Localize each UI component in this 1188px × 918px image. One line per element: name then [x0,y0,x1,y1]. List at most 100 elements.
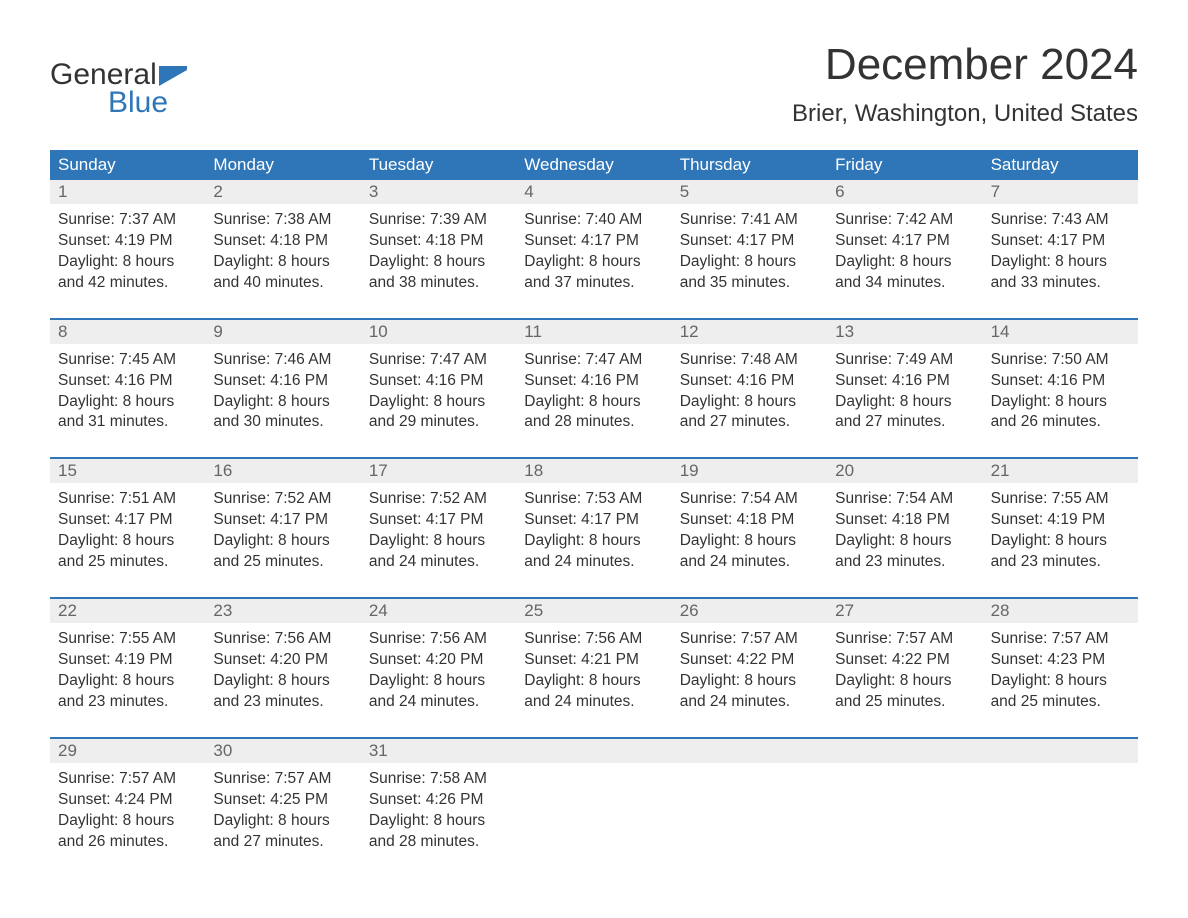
day-d2: and 38 minutes. [369,273,508,294]
day-d2: and 24 minutes. [369,552,508,573]
day-sunrise: Sunrise: 7:52 AM [213,489,352,510]
day-cell: Sunrise: 7:56 AMSunset: 4:20 PMDaylight:… [205,623,360,737]
day-cell: Sunrise: 7:45 AMSunset: 4:16 PMDaylight:… [50,344,205,458]
day-sunset: Sunset: 4:22 PM [835,650,974,671]
day-cell: Sunrise: 7:46 AMSunset: 4:16 PMDaylight:… [205,344,360,458]
day-sunset: Sunset: 4:17 PM [58,510,197,531]
day-sunset: Sunset: 4:22 PM [680,650,819,671]
day-d2: and 25 minutes. [991,692,1130,713]
day-sunset: Sunset: 4:16 PM [835,371,974,392]
day-sunset: Sunset: 4:20 PM [213,650,352,671]
day-cell [983,763,1138,877]
day-number: 25 [516,599,671,623]
week-row: Sunrise: 7:55 AMSunset: 4:19 PMDaylight:… [50,623,1138,737]
day-cell: Sunrise: 7:42 AMSunset: 4:17 PMDaylight:… [827,204,982,318]
day-sunset: Sunset: 4:25 PM [213,790,352,811]
day-sunrise: Sunrise: 7:37 AM [58,210,197,231]
day-cell: Sunrise: 7:57 AMSunset: 4:25 PMDaylight:… [205,763,360,877]
day-sunrise: Sunrise: 7:42 AM [835,210,974,231]
day-cell [827,763,982,877]
day-number-row: 22232425262728 [50,599,1138,623]
day-d1: Daylight: 8 hours [835,252,974,273]
day-d1: Daylight: 8 hours [369,252,508,273]
day-sunset: Sunset: 4:16 PM [369,371,508,392]
day-number: 21 [983,459,1138,483]
day-cell: Sunrise: 7:57 AMSunset: 4:22 PMDaylight:… [827,623,982,737]
day-number: 22 [50,599,205,623]
day-d2: and 42 minutes. [58,273,197,294]
day-d2: and 31 minutes. [58,412,197,433]
day-number: 4 [516,180,671,204]
day-sunrise: Sunrise: 7:41 AM [680,210,819,231]
day-sunset: Sunset: 4:16 PM [213,371,352,392]
day-d1: Daylight: 8 hours [369,392,508,413]
week-row: Sunrise: 7:57 AMSunset: 4:24 PMDaylight:… [50,763,1138,877]
day-d1: Daylight: 8 hours [369,671,508,692]
day-d2: and 26 minutes. [991,412,1130,433]
day-number [672,739,827,763]
day-cell: Sunrise: 7:47 AMSunset: 4:16 PMDaylight:… [361,344,516,458]
day-d2: and 24 minutes. [680,552,819,573]
week-block: 293031Sunrise: 7:57 AMSunset: 4:24 PMDay… [50,737,1138,877]
week-block: 891011121314Sunrise: 7:45 AMSunset: 4:16… [50,318,1138,458]
day-d1: Daylight: 8 hours [213,252,352,273]
flag-icon [159,60,187,94]
day-sunset: Sunset: 4:17 PM [369,510,508,531]
day-cell: Sunrise: 7:57 AMSunset: 4:23 PMDaylight:… [983,623,1138,737]
day-sunrise: Sunrise: 7:55 AM [991,489,1130,510]
day-number: 27 [827,599,982,623]
day-cell: Sunrise: 7:56 AMSunset: 4:21 PMDaylight:… [516,623,671,737]
day-number-row: 891011121314 [50,320,1138,344]
day-number: 9 [205,320,360,344]
day-number-row: 15161718192021 [50,459,1138,483]
day-d2: and 28 minutes. [524,412,663,433]
day-cell: Sunrise: 7:57 AMSunset: 4:22 PMDaylight:… [672,623,827,737]
day-d2: and 23 minutes. [991,552,1130,573]
day-number: 26 [672,599,827,623]
day-sunrise: Sunrise: 7:57 AM [835,629,974,650]
day-d2: and 33 minutes. [991,273,1130,294]
day-number: 29 [50,739,205,763]
day-d2: and 24 minutes. [369,692,508,713]
day-of-week-header: SundayMondayTuesdayWednesdayThursdayFrid… [50,150,1138,180]
day-d1: Daylight: 8 hours [835,671,974,692]
day-sunset: Sunset: 4:17 PM [213,510,352,531]
day-sunset: Sunset: 4:18 PM [213,231,352,252]
day-d2: and 24 minutes. [524,692,663,713]
day-d2: and 27 minutes. [213,832,352,853]
day-cell: Sunrise: 7:52 AMSunset: 4:17 PMDaylight:… [361,483,516,597]
day-d2: and 27 minutes. [680,412,819,433]
day-d2: and 24 minutes. [680,692,819,713]
day-cell: Sunrise: 7:54 AMSunset: 4:18 PMDaylight:… [827,483,982,597]
dow-cell: Wednesday [516,150,671,180]
day-number: 6 [827,180,982,204]
day-d1: Daylight: 8 hours [213,392,352,413]
day-sunrise: Sunrise: 7:56 AM [524,629,663,650]
day-sunset: Sunset: 4:20 PM [369,650,508,671]
day-d2: and 29 minutes. [369,412,508,433]
day-d2: and 23 minutes. [213,692,352,713]
week-row: Sunrise: 7:51 AMSunset: 4:17 PMDaylight:… [50,483,1138,597]
day-d2: and 25 minutes. [58,552,197,573]
day-sunrise: Sunrise: 7:51 AM [58,489,197,510]
day-sunset: Sunset: 4:26 PM [369,790,508,811]
dow-cell: Monday [205,150,360,180]
day-cell: Sunrise: 7:57 AMSunset: 4:24 PMDaylight:… [50,763,205,877]
day-d2: and 37 minutes. [524,273,663,294]
day-sunrise: Sunrise: 7:55 AM [58,629,197,650]
day-sunrise: Sunrise: 7:40 AM [524,210,663,231]
day-cell: Sunrise: 7:47 AMSunset: 4:16 PMDaylight:… [516,344,671,458]
day-d1: Daylight: 8 hours [680,392,819,413]
day-sunset: Sunset: 4:23 PM [991,650,1130,671]
day-sunset: Sunset: 4:16 PM [680,371,819,392]
day-d1: Daylight: 8 hours [835,392,974,413]
location: Brier, Washington, United States [792,100,1138,128]
day-sunset: Sunset: 4:18 PM [369,231,508,252]
day-d1: Daylight: 8 hours [213,671,352,692]
day-sunset: Sunset: 4:16 PM [991,371,1130,392]
day-cell: Sunrise: 7:55 AMSunset: 4:19 PMDaylight:… [50,623,205,737]
day-number: 10 [361,320,516,344]
day-d2: and 25 minutes. [835,692,974,713]
day-number: 31 [361,739,516,763]
month-title: December 2024 [792,40,1138,90]
